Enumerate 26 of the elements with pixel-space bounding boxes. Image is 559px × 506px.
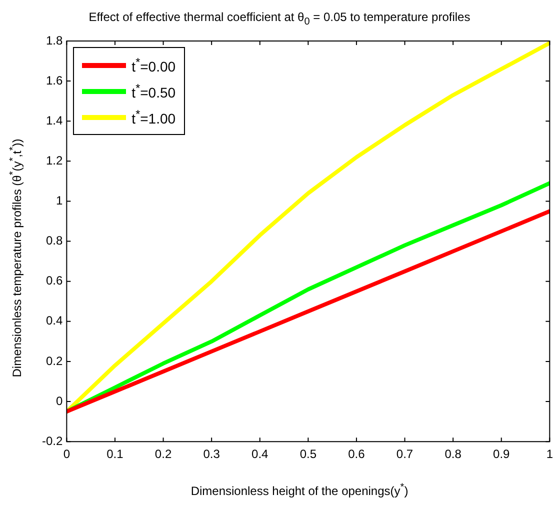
y-tick-label: 1.6 (46, 73, 63, 88)
y-tick-label: 0.8 (46, 234, 63, 248)
x-tick-label: 0.3 (203, 447, 220, 462)
x-tick-label: 0.5 (300, 447, 317, 462)
y-tick-label: -0.2 (42, 434, 63, 448)
y-tick-label: 0.6 (46, 274, 63, 288)
x-tick-label: 0.6 (348, 447, 366, 462)
x-tick-label: 0.9 (493, 447, 510, 462)
x-tick-label: 0.8 (444, 447, 462, 462)
x-tick-label: 0.1 (106, 447, 124, 462)
x-tick-label: 0.2 (154, 447, 172, 462)
x-tick-label: 0.7 (396, 447, 414, 462)
y-tick-label: 1.8 (46, 33, 63, 48)
x-tick-label: 0.4 (252, 447, 269, 462)
y-tick-label: 0 (56, 394, 63, 408)
legend-label: t$^{*}$=0.50 (132, 82, 176, 100)
y-tick-label: 0.2 (46, 354, 63, 368)
y-tick-label: 0.4 (46, 314, 63, 328)
y-tick-label: 1 (56, 194, 63, 208)
chart-title: Effect of effective thermal coefficient at θ$_{0}$ = 0.05 to temperature profiles (88, 10, 472, 28)
x-axis-title: Dimensionless height of the openings(y$^{*}$) (190, 482, 410, 498)
legend-label: t$^{*}$=0.00 (132, 56, 176, 74)
legend-label: t$^{*}$=1.00 (132, 108, 176, 126)
y-tick-label: 1.2 (46, 153, 63, 168)
y-tick-label: 1.4 (46, 113, 63, 128)
x-tick-label: 1 (546, 447, 554, 462)
